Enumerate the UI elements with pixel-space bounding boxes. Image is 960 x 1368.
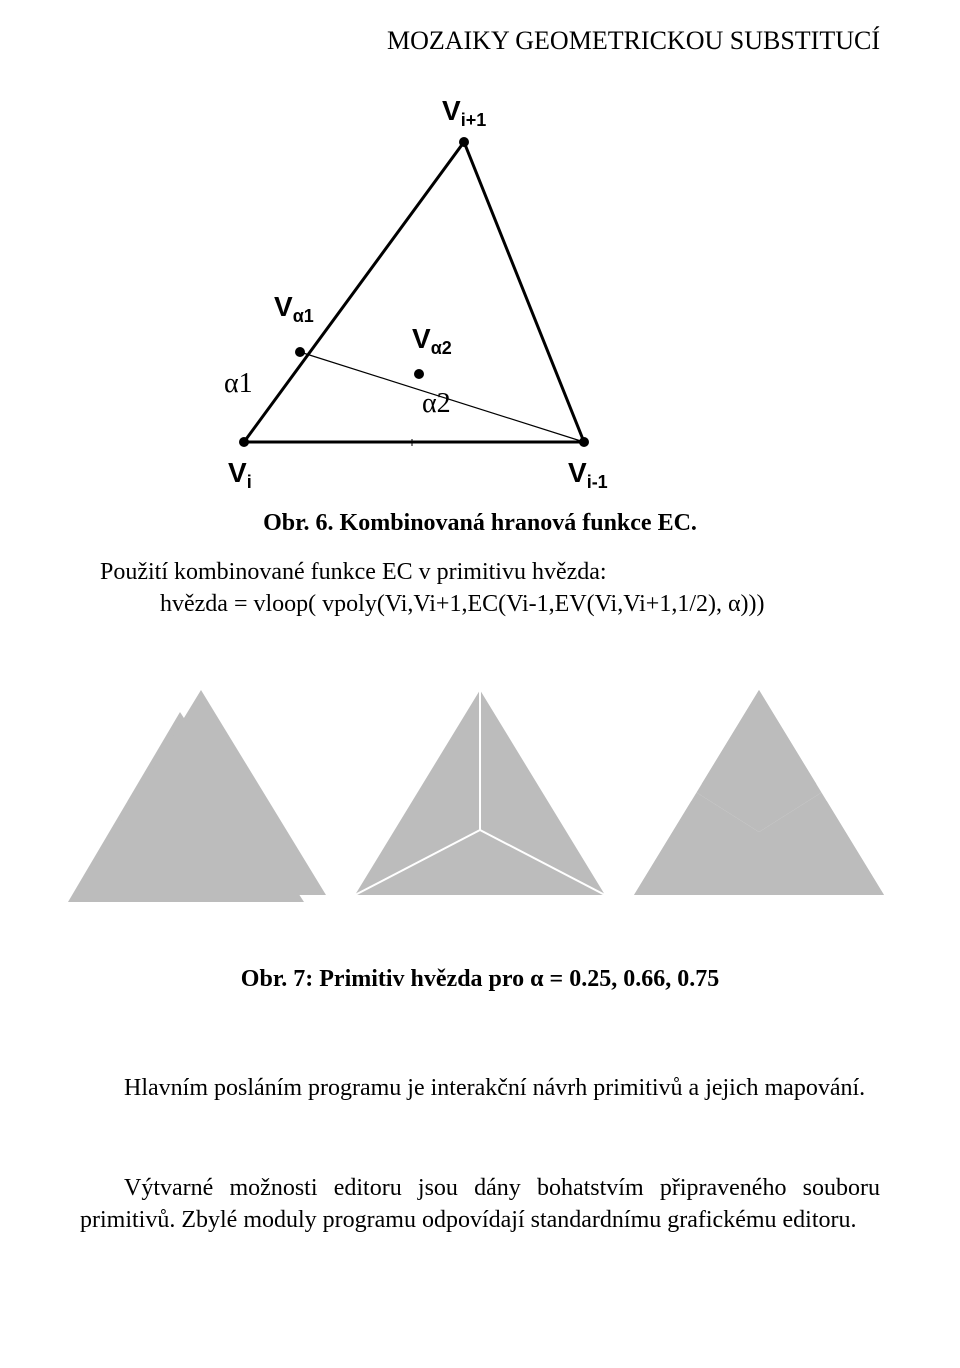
page-header-title: MOZAIKY GEOMETRICKOU SUBSTITUCÍ bbox=[0, 26, 880, 56]
svg-text:Vi-1: Vi-1 bbox=[568, 457, 608, 492]
svg-text:α1: α1 bbox=[224, 368, 253, 399]
figure-2-caption: Obr. 7: Primitiv hvězda pro α = 0.25, 0.… bbox=[0, 966, 960, 993]
svg-text:Vα2: Vα2 bbox=[412, 323, 452, 358]
code-body: hvězda = vloop( vpoly(Vi,Vi+1,EC(Vi-1,EV… bbox=[100, 588, 880, 620]
svg-text:α2: α2 bbox=[422, 388, 451, 419]
svg-text:Vi+1: Vi+1 bbox=[442, 95, 486, 130]
figure-2 bbox=[66, 680, 894, 918]
body-paragraph-2: Výtvarné možnosti editoru jsou dány boha… bbox=[80, 1172, 880, 1237]
page: MOZAIKY GEOMETRICKOU SUBSTITUCÍ Vi+1ViVi… bbox=[0, 0, 960, 1368]
code-intro: Použití kombinované funkce EC v primitiv… bbox=[100, 559, 607, 585]
figure-1-caption: Obr. 6. Kombinovaná hranová funkce EC. bbox=[0, 510, 960, 537]
svg-text:Vα1: Vα1 bbox=[274, 291, 314, 326]
figure-1: Vi+1 Vi Vi-1 Vα1 Vα2 α1 α2 bbox=[154, 72, 644, 492]
svg-text:Vi: Vi bbox=[228, 457, 252, 492]
code-paragraph: Použití kombinované funkce EC v primitiv… bbox=[100, 556, 880, 621]
figure-2-svg bbox=[66, 680, 894, 918]
body-paragraph-1: Hlavním posláním programu je interakční … bbox=[80, 1072, 880, 1104]
figure-1-svg: Vi+1 Vi Vi-1 Vα1 Vα2 α1 α2 bbox=[154, 72, 644, 492]
